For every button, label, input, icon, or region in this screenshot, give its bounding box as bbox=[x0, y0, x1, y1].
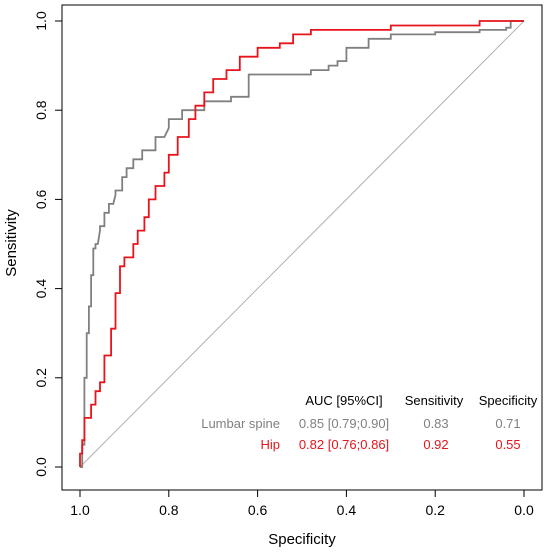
y-tick-label: 0.8 bbox=[33, 100, 49, 120]
y-tick-label: 0.6 bbox=[33, 189, 49, 209]
table-row-label-hip: Hip bbox=[260, 437, 280, 452]
table-row-specificity-lumbar: 0.71 bbox=[495, 416, 520, 431]
table-row-sensitivity-hip: 0.92 bbox=[423, 437, 448, 452]
y-tick-label: 1.0 bbox=[33, 11, 49, 31]
table-row-specificity-hip: 0.55 bbox=[495, 437, 520, 452]
series-layer bbox=[79, 20, 524, 468]
x-tick-label: 0.8 bbox=[159, 502, 179, 518]
diagonal-reference-line bbox=[79, 20, 525, 468]
x-tick-label: 0.4 bbox=[337, 502, 357, 518]
y-tick-label: 0.4 bbox=[33, 279, 49, 299]
table-row-sensitivity-lumbar: 0.83 bbox=[423, 416, 448, 431]
table-row-label-lumbar: Lumbar spine bbox=[201, 416, 280, 431]
x-tick-label: 0.6 bbox=[248, 502, 268, 518]
y-axis: 0.0 0.2 0.4 0.6 0.8 1.0 bbox=[33, 11, 63, 477]
y-tick-label: 0.0 bbox=[33, 457, 49, 477]
roc-line-hip bbox=[79, 20, 524, 467]
x-axis: 1.0 0.8 0.6 0.4 0.2 0.0 bbox=[70, 489, 534, 518]
diagonal-layer bbox=[79, 20, 525, 468]
table-header-specificity: Specificity bbox=[479, 393, 538, 408]
table-header-sensitivity: Sensitivity bbox=[405, 393, 464, 408]
table-row-auc-lumbar: 0.85 [0.79;0.90] bbox=[299, 416, 389, 431]
x-axis-title: Specificity bbox=[268, 531, 336, 548]
x-tick-label: 0.0 bbox=[514, 502, 534, 518]
table-header-auc: AUC [95%CI] bbox=[305, 393, 382, 408]
roc-line-lumbar-spine bbox=[80, 20, 524, 468]
y-axis-title: Sensitivity bbox=[3, 209, 20, 277]
x-tick-label: 0.2 bbox=[425, 502, 445, 518]
auc-table: AUC [95%CI] Sensitivity Specificity Lumb… bbox=[201, 393, 538, 452]
table-row-auc-hip: 0.82 [0.76;0.86] bbox=[299, 437, 389, 452]
y-tick-label: 0.2 bbox=[33, 368, 49, 388]
x-tick-label: 1.0 bbox=[70, 502, 90, 518]
